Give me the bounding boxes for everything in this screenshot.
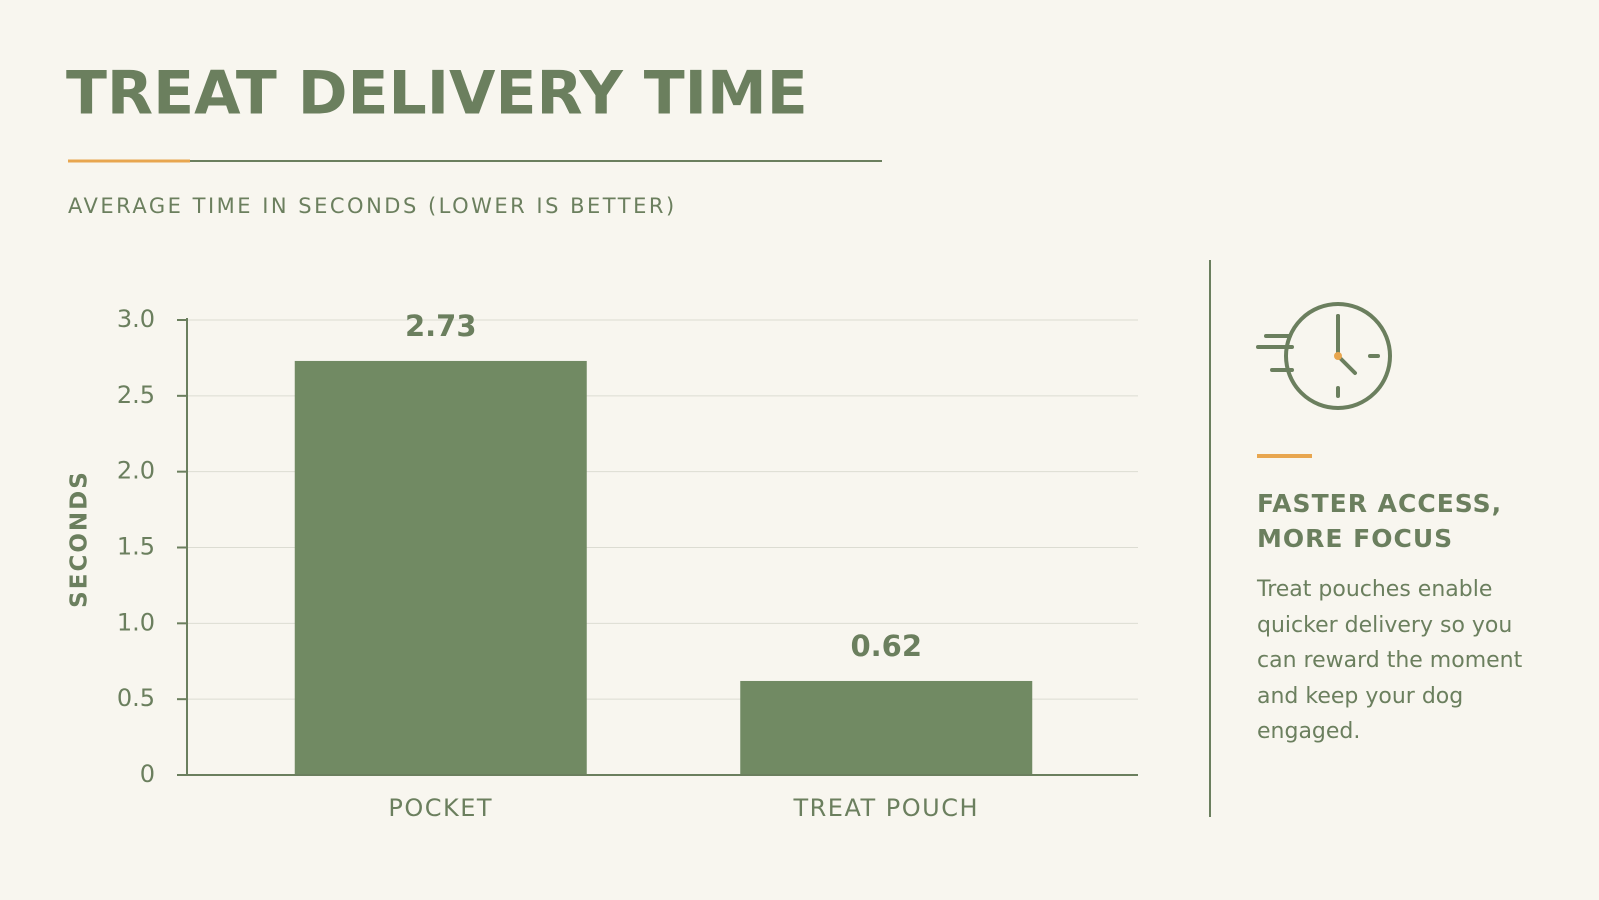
- y-axis-label: SECONDS: [67, 470, 93, 608]
- y-tick-label: 0: [140, 760, 155, 788]
- x-tick-label: POCKET: [388, 794, 493, 822]
- clock-icon: [1256, 302, 1392, 410]
- y-tick-label: 0.5: [117, 684, 155, 712]
- y-tick-label: 1.5: [117, 533, 155, 561]
- y-tick-label: 3.0: [117, 305, 155, 333]
- y-tick-label: 2.0: [117, 457, 155, 485]
- x-tick-label: TREAT POUCH: [792, 794, 979, 822]
- chart-title: TREAT DELIVERY TIME: [66, 59, 808, 129]
- bar: [294, 360, 587, 775]
- side-text: Treat pouches enable quicker delivery so…: [1257, 577, 1523, 744]
- value-label: 2.73: [405, 309, 477, 343]
- side-title: FASTER ACCESS, MORE FOCUS: [1257, 489, 1503, 553]
- value-label: 0.62: [850, 629, 922, 663]
- y-tick-label: 2.5: [117, 381, 155, 409]
- y-tick-label: 1.0: [117, 608, 155, 636]
- chart-subtitle: AVERAGE TIME IN SECONDS (LOWER IS BETTER…: [68, 194, 677, 218]
- bar: [740, 680, 1033, 775]
